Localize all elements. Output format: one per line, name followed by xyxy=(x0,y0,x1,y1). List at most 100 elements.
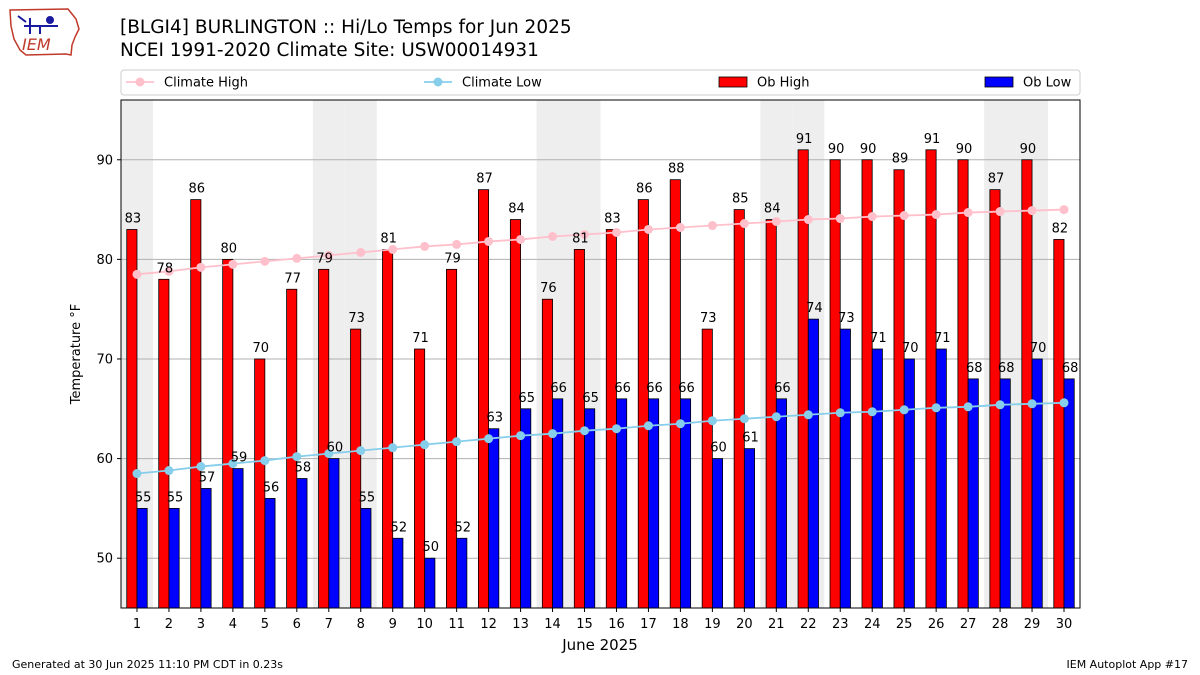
iowa-state-outline-icon xyxy=(9,8,80,56)
ob-low-bar xyxy=(999,378,1011,609)
ob-high-bar xyxy=(509,219,521,609)
climate-high-point xyxy=(771,217,781,227)
ob-high-value-label: 71 xyxy=(412,331,429,346)
ob-low-bar xyxy=(839,328,851,609)
climate-low-point xyxy=(420,440,430,450)
ob-low-value-label: 57 xyxy=(199,470,216,485)
ob-low-value-label: 66 xyxy=(646,381,663,396)
ob-low-bar xyxy=(807,318,819,609)
climate-low-point xyxy=(452,437,462,447)
ob-low-value-label: 63 xyxy=(486,411,503,426)
climate-high-point xyxy=(260,256,270,266)
x-tick-label: 19 xyxy=(704,617,721,632)
ob-high-value-label: 87 xyxy=(988,172,1005,187)
ob-low-bar xyxy=(584,408,596,609)
ob-low-value-label: 61 xyxy=(742,431,759,446)
climate-low-point xyxy=(484,434,494,444)
x-tick-label: 20 xyxy=(736,617,753,632)
x-tick-label: 2 xyxy=(165,617,173,632)
ob-low-bar xyxy=(648,398,660,609)
ob-low-value-label: 68 xyxy=(1062,361,1079,376)
x-tick-label: 22 xyxy=(800,617,817,632)
ob-low-bar xyxy=(775,398,787,609)
climate-high-point xyxy=(132,269,142,279)
climate-high-point xyxy=(931,210,941,220)
ob-high-value-label: 89 xyxy=(892,152,909,167)
weather-station-icon xyxy=(17,15,58,34)
climate-high-point xyxy=(803,215,813,225)
ob-low-value-label: 60 xyxy=(710,441,727,456)
ob-high-value-label: 91 xyxy=(924,132,941,147)
ob-low-value-label: 66 xyxy=(678,381,695,396)
iem-logo: IEM xyxy=(9,8,80,56)
x-tick-label: 26 xyxy=(928,617,945,632)
ob-high-bar xyxy=(957,159,969,609)
x-tick-label: 17 xyxy=(640,617,657,632)
ob-high-bar xyxy=(733,209,745,609)
climate-high-point xyxy=(963,208,973,218)
ob-low-bar xyxy=(328,458,340,609)
ob-high-value-label: 83 xyxy=(125,211,142,226)
x-tick-label: 24 xyxy=(864,617,881,632)
ob-high-value-label: 82 xyxy=(1052,221,1069,236)
ob-low-value-label: 70 xyxy=(902,341,919,356)
generated-timestamp: Generated at 30 Jun 2025 11:10 PM CDT in… xyxy=(12,658,284,671)
ob-high-value-label: 70 xyxy=(252,341,269,356)
ob-low-value-label: 55 xyxy=(135,490,152,505)
legend-box xyxy=(120,69,1081,96)
ob-low-legend-swatch xyxy=(984,76,1014,88)
ob-high-value-label: 88 xyxy=(668,162,685,177)
climate-high-point xyxy=(452,239,462,249)
y-tick-label: 90 xyxy=(96,153,113,168)
climate-high-point xyxy=(643,224,653,234)
ob-high-bar xyxy=(318,268,330,609)
x-tick-label: 9 xyxy=(389,617,397,632)
ob-high-value-label: 90 xyxy=(828,142,845,157)
climate-high-point xyxy=(1059,205,1069,215)
ob-high-value-label: 90 xyxy=(1020,142,1037,157)
app-credit: IEM Autoplot App #17 xyxy=(1066,658,1189,671)
ob-high-bar xyxy=(286,288,298,609)
ob-high-value-label: 90 xyxy=(860,142,877,157)
climate-high-point xyxy=(611,227,621,237)
ob-low-value-label: 56 xyxy=(263,480,280,495)
ob-high-value-label: 80 xyxy=(220,241,237,256)
climate-high-point xyxy=(324,250,334,260)
ob-low-bar xyxy=(488,428,500,609)
climate-low-point xyxy=(324,449,334,459)
ob-low-bar xyxy=(232,468,244,609)
climate-low-point xyxy=(643,421,653,431)
ob-low-value-label: 50 xyxy=(423,540,440,555)
x-tick-label: 13 xyxy=(512,617,529,632)
ob-low-bar xyxy=(680,398,692,609)
climate-low-legend-label: Climate Low xyxy=(462,76,542,91)
x-tick-label: 6 xyxy=(293,617,301,632)
ob-high-value-label: 91 xyxy=(796,132,813,147)
ob-low-value-label: 58 xyxy=(295,461,312,476)
climate-low-point xyxy=(260,456,270,466)
ob-high-bar xyxy=(1053,239,1065,609)
ob-high-value-label: 73 xyxy=(700,311,717,326)
climate-low-point xyxy=(388,443,398,453)
ob-low-bar xyxy=(168,507,180,609)
ob-low-value-label: 73 xyxy=(838,311,855,326)
ob-low-bar xyxy=(1063,378,1075,609)
ob-high-bar xyxy=(414,348,426,609)
x-tick-label: 27 xyxy=(960,617,977,632)
climate-low-point xyxy=(931,403,941,413)
ob-high-value-label: 86 xyxy=(636,182,653,197)
climate-low-point xyxy=(228,459,238,469)
ob-low-bar xyxy=(392,537,404,609)
climate-low-point xyxy=(611,424,621,434)
climate-high-point xyxy=(420,241,430,251)
ob-low-bar xyxy=(456,537,468,609)
y-tick-label: 60 xyxy=(96,452,113,467)
ob-low-bar xyxy=(743,448,755,609)
y-tick-label: 70 xyxy=(96,352,113,367)
ob-high-value-label: 81 xyxy=(572,231,589,246)
climate-high-point xyxy=(196,262,206,272)
ob-high-value-label: 83 xyxy=(604,211,621,226)
ob-high-value-label: 79 xyxy=(316,251,333,266)
ob-low-value-label: 66 xyxy=(774,381,791,396)
climate-high-point xyxy=(388,244,398,254)
